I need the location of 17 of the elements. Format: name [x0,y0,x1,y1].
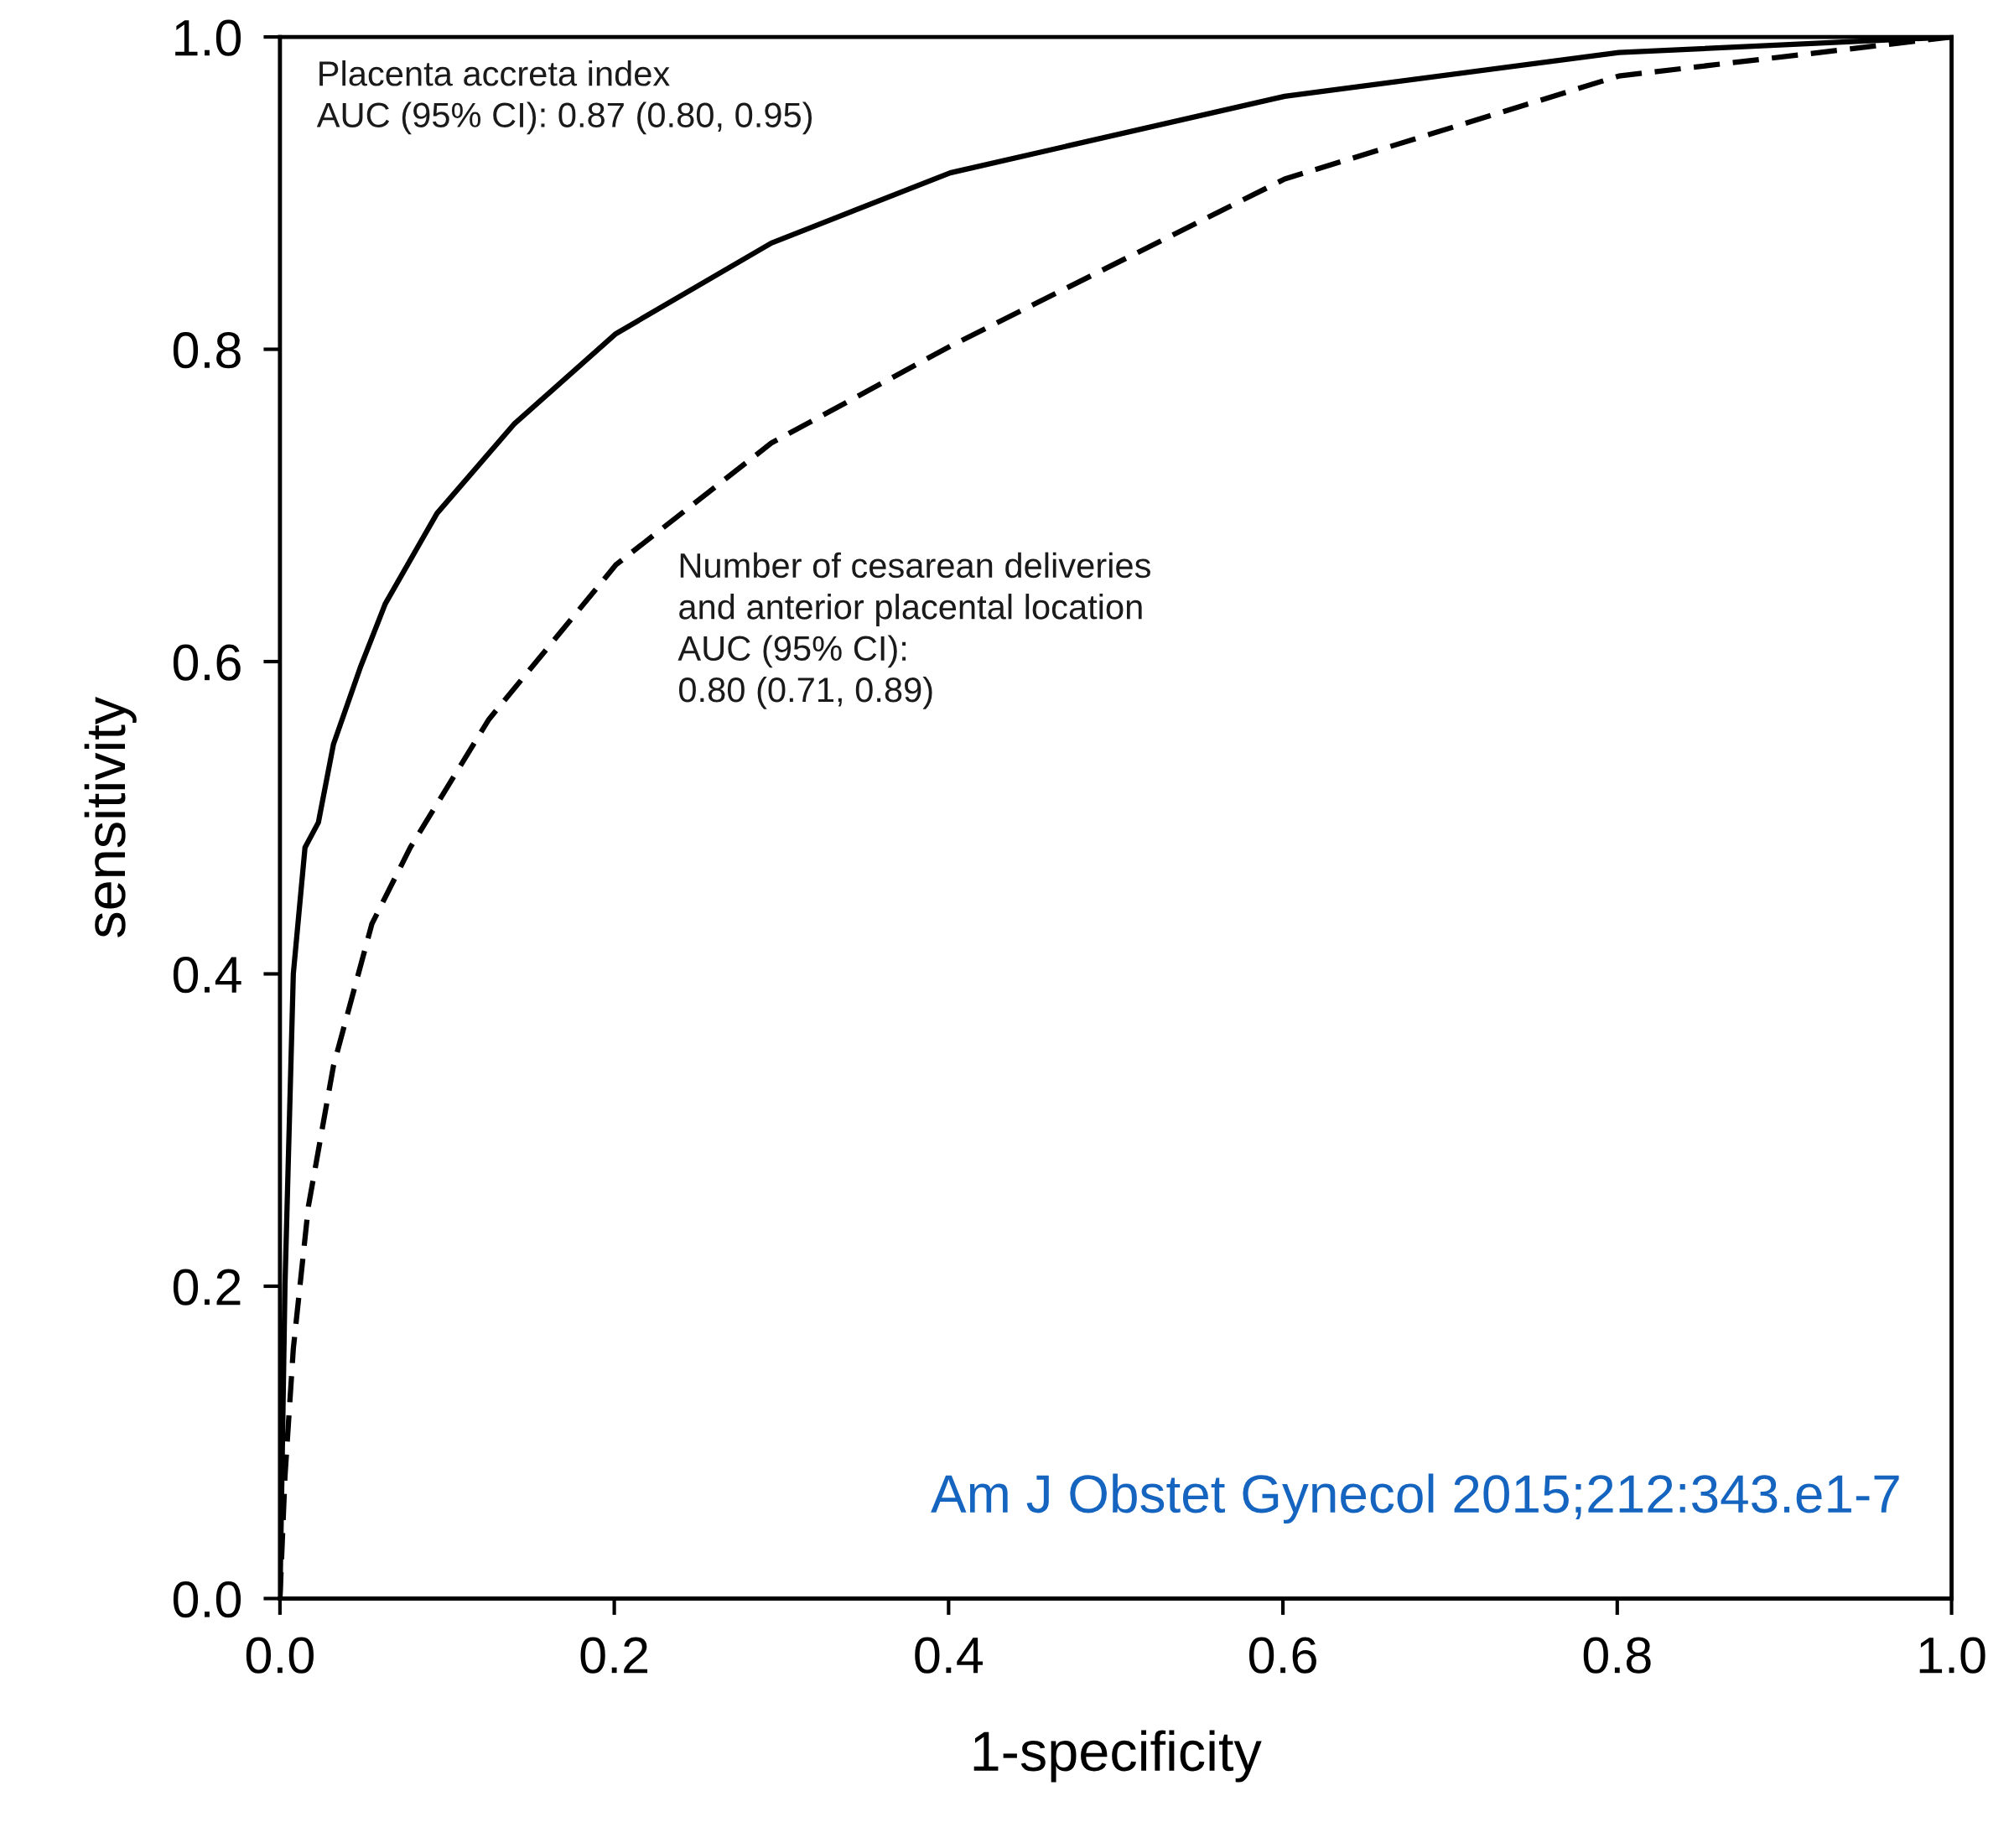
y-axis-title: sensitivity [84,696,137,937]
x-axis-title: 1-specificity [973,1730,1262,1783]
y-tick-label: 0.8 [173,332,241,369]
y-tick-label: 0.2 [173,1269,241,1306]
annotation: Placenta accreta index AUC (95% CI): 0.87 (0.80, 0.95) [316,60,812,135]
y-tick-label: 0.0 [173,1581,241,1618]
y-tick-label: 1.0 [175,19,241,56]
annotation: Number of cesarean deliveries and anterior placental location AUC (95% CI): 0.80 (0.71, 0.89) [677,552,1150,709]
x-tick-label: 0.2 [580,1637,648,1674]
x-tick-label: 0.8 [1583,1637,1651,1674]
annotation: Am J Obstet Gynecol 2015;212:343.e1-7 [931,1473,1899,1524]
y-tick-label: 0.4 [173,956,241,994]
x-tick-label: 1.0 [1919,1637,1985,1674]
x-tick-label: 0.6 [1248,1637,1316,1674]
x-tick-label: 0.4 [915,1637,984,1674]
y-tick-label: 0.6 [173,644,241,681]
x-tick-label: 0.0 [246,1637,314,1674]
